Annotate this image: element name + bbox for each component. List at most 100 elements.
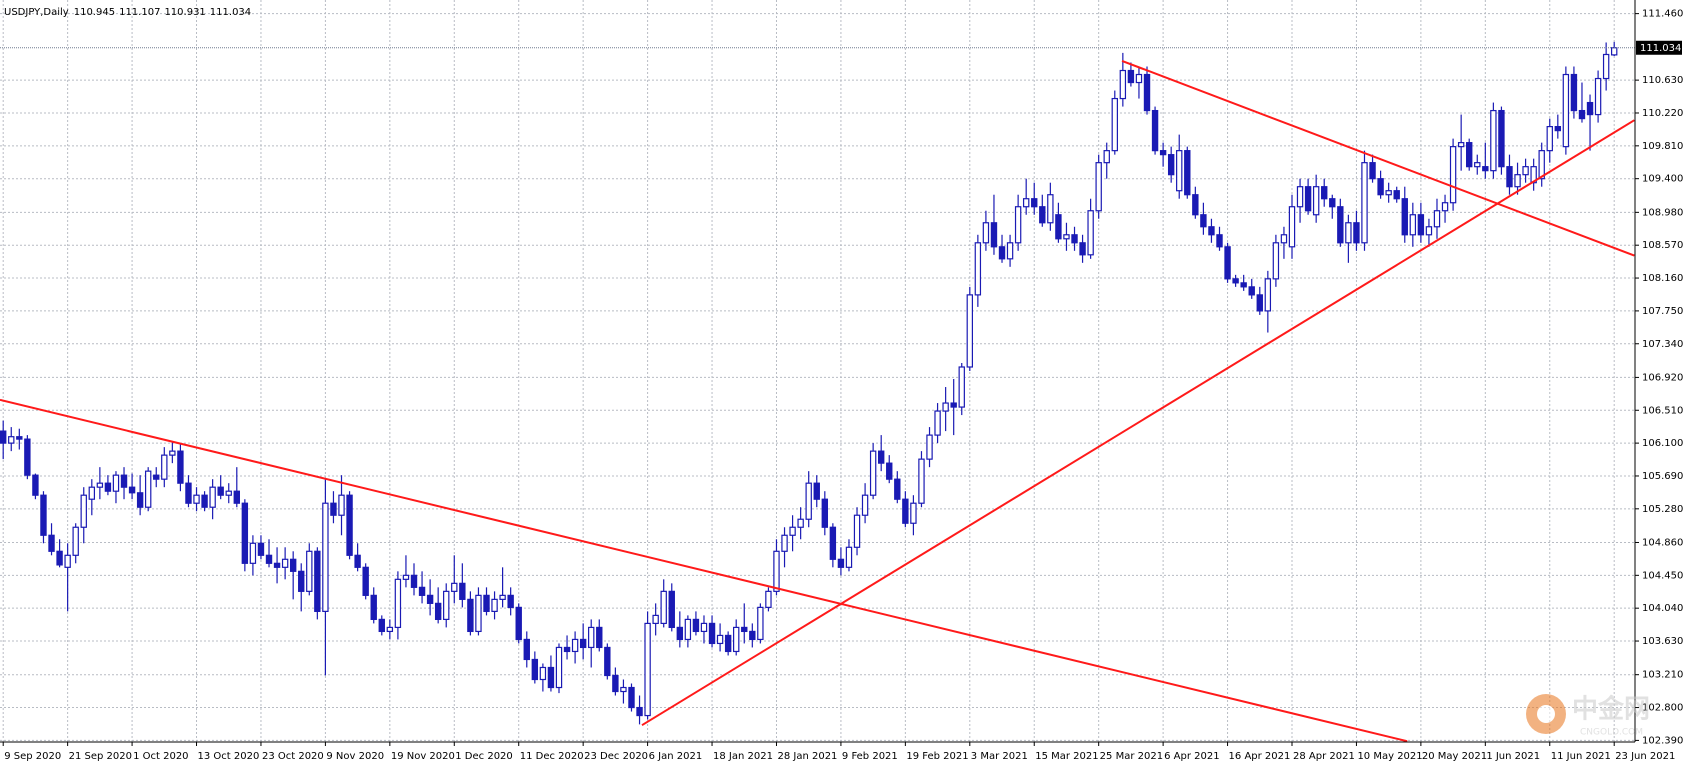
- y-tick-label: 103.210: [1642, 670, 1683, 681]
- candle-body: [1466, 142, 1473, 168]
- y-tick-label: 111.460: [1642, 9, 1683, 20]
- x-tick-label: 9 Feb 2021: [842, 751, 898, 762]
- candle-body: [378, 618, 385, 633]
- candle-body: [1433, 210, 1441, 228]
- y-tick-label: 104.450: [1642, 570, 1683, 581]
- candle-body: [459, 582, 466, 600]
- candle-body: [1047, 194, 1054, 224]
- candle-body: [434, 602, 442, 621]
- candle-body: [620, 686, 627, 693]
- candle-body: [990, 222, 998, 248]
- x-tick-label: 10 May 2021: [1357, 751, 1422, 762]
- y-tick-label: 104.040: [1642, 603, 1683, 614]
- candle-body: [1151, 109, 1159, 152]
- y-tick-label: 106.510: [1642, 405, 1683, 416]
- candle-body: [1474, 162, 1481, 168]
- candle-body: [1385, 190, 1392, 196]
- x-tick-label: 18 Jan 2021: [713, 751, 773, 762]
- candle-body: [1554, 126, 1562, 132]
- candle-body: [1006, 242, 1014, 260]
- x-tick-label: 11 Dec 2020: [520, 751, 584, 762]
- trendline: [1121, 59, 1635, 257]
- candle-body: [1506, 166, 1513, 188]
- x-tick-label: 15 Mar 2021: [1035, 751, 1098, 762]
- candle-body: [1610, 47, 1618, 56]
- x-tick-label: 9 Nov 2020: [326, 751, 384, 762]
- candle-body: [56, 550, 63, 566]
- candle-body: [1240, 282, 1247, 288]
- candle-body: [523, 638, 530, 661]
- x-tick-label: 6 Jan 2021: [649, 751, 703, 762]
- price-label: 111.034: [1640, 43, 1681, 54]
- candle-body: [306, 550, 313, 592]
- candle-body: [942, 402, 949, 412]
- candle-body: [201, 494, 208, 508]
- candle-body: [958, 366, 965, 408]
- candle-body: [1256, 294, 1263, 312]
- candle-body: [281, 558, 289, 568]
- candle-body: [700, 622, 708, 633]
- candle-body: [64, 554, 71, 568]
- candle-body: [789, 526, 796, 536]
- y-tick-label: 110.220: [1642, 108, 1683, 119]
- candle-body: [555, 646, 563, 689]
- candle-body: [886, 462, 893, 480]
- candle-body: [96, 482, 104, 488]
- candle-body: [193, 494, 200, 504]
- candle-body: [1498, 109, 1505, 168]
- candle-body: [394, 578, 402, 629]
- candle-body: [1482, 166, 1489, 172]
- candle-body: [982, 222, 990, 244]
- y-tick-label: 103.630: [1642, 636, 1683, 647]
- candle-body: [1417, 214, 1425, 236]
- candle-body: [596, 626, 603, 649]
- candle-body: [88, 486, 96, 500]
- candle-body: [1562, 73, 1570, 148]
- y-tick-label: 108.980: [1642, 207, 1683, 218]
- candle-body: [579, 638, 587, 649]
- y-tick-label: 108.570: [1642, 240, 1683, 251]
- candle-body: [708, 622, 716, 645]
- candle-body: [0, 430, 7, 444]
- candle-body: [1272, 242, 1280, 280]
- x-tick-label: 11 Jun 2021: [1551, 751, 1611, 762]
- candle-body: [612, 674, 619, 693]
- candle-body: [1184, 150, 1191, 196]
- price-label-box: [1636, 40, 1682, 55]
- candle-body: [1071, 234, 1078, 244]
- candle-body: [209, 486, 216, 508]
- candle-body: [1457, 142, 1465, 148]
- candle-body: [1280, 234, 1288, 244]
- candle-body: [684, 618, 692, 641]
- candle-body: [531, 658, 539, 681]
- candle-body: [861, 494, 869, 516]
- candle-body: [1337, 206, 1344, 244]
- candle-body: [475, 594, 482, 633]
- y-tick-label: 110.630: [1642, 75, 1683, 86]
- candle-body: [1288, 206, 1296, 248]
- candle-body: [765, 590, 772, 608]
- x-tick-label: 3 Mar 2021: [971, 751, 1028, 762]
- candle-body: [1014, 206, 1022, 244]
- candle-body: [1264, 278, 1272, 312]
- candle-body: [273, 562, 281, 568]
- candle-body: [837, 558, 845, 568]
- candle-body: [120, 474, 128, 488]
- candle-body: [177, 450, 184, 484]
- y-tick-label: 107.340: [1642, 339, 1683, 350]
- trendline: [0, 398, 1408, 742]
- x-tick-label: 1 Dec 2020: [455, 751, 513, 762]
- candle-body: [161, 454, 168, 480]
- candle-body: [716, 634, 724, 645]
- candle-body: [1159, 150, 1167, 156]
- candle-body: [966, 294, 974, 368]
- candle-body: [370, 594, 377, 621]
- close-value: 111.034: [210, 7, 251, 18]
- y-tick-label: 102.800: [1642, 703, 1683, 714]
- candle-body: [1192, 194, 1199, 216]
- candle-body: [539, 666, 547, 681]
- candle-body: [362, 566, 369, 596]
- y-tick-label: 102.390: [1642, 735, 1683, 746]
